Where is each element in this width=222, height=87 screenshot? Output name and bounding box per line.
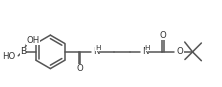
Text: H: H [145, 45, 150, 51]
Text: N: N [93, 47, 100, 56]
Text: OH: OH [26, 36, 40, 45]
Text: O: O [177, 47, 184, 56]
Text: HO: HO [2, 52, 15, 61]
Text: O: O [160, 31, 166, 40]
Text: O: O [76, 64, 83, 73]
Text: B: B [20, 47, 26, 56]
Text: H: H [95, 45, 101, 51]
Text: N: N [143, 47, 149, 56]
